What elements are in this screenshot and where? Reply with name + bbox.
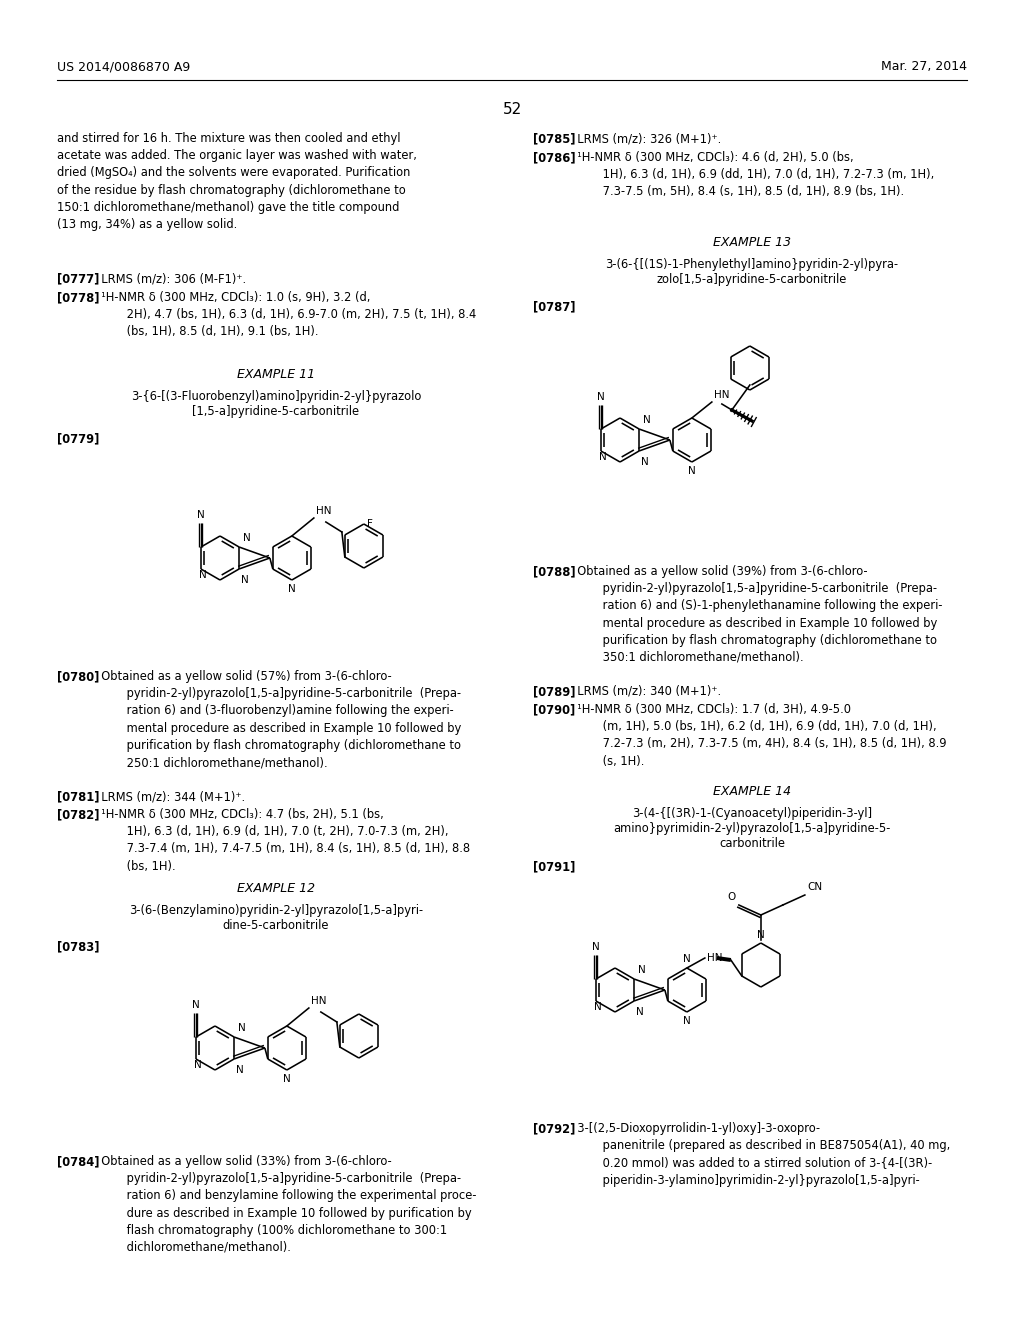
- Text: N: N: [641, 457, 649, 467]
- Text: N: N: [243, 533, 251, 543]
- Text: O: O: [728, 892, 736, 902]
- Text: [0790]: [0790]: [534, 704, 575, 715]
- Text: N: N: [594, 1002, 601, 1011]
- Text: ¹H-NMR δ (300 MHz, CDCl₃): 4.6 (d, 2H), 5.0 (bs,
         1H), 6.3 (d, 1H), 6.9 : ¹H-NMR δ (300 MHz, CDCl₃): 4.6 (d, 2H), …: [569, 150, 934, 198]
- Text: ¹H-NMR δ (300 MHz, CDCl₃): 1.7 (d, 3H), 4.9-5.0
         (m, 1H), 5.0 (bs, 1H), : ¹H-NMR δ (300 MHz, CDCl₃): 1.7 (d, 3H), …: [569, 704, 946, 768]
- Text: US 2014/0086870 A9: US 2014/0086870 A9: [57, 59, 190, 73]
- Text: HN: HN: [714, 389, 729, 400]
- Text: 3-(6-(Benzylamino)pyridin-2-yl]pyrazolo[1,5-a]pyri-
dine-5-carbonitrile: 3-(6-(Benzylamino)pyridin-2-yl]pyrazolo[…: [129, 904, 423, 932]
- Text: N: N: [283, 1074, 291, 1084]
- Text: LRMS (m/z): 340 (M+1)⁺.: LRMS (m/z): 340 (M+1)⁺.: [569, 685, 721, 698]
- Text: [0788]: [0788]: [534, 565, 575, 578]
- Text: N: N: [197, 510, 205, 520]
- Text: HN: HN: [315, 506, 332, 516]
- Text: ¹H-NMR δ (300 MHz, CDCl₃): 4.7 (bs, 2H), 5.1 (bs,
         1H), 6.3 (d, 1H), 6.9: ¹H-NMR δ (300 MHz, CDCl₃): 4.7 (bs, 2H),…: [93, 808, 470, 873]
- Text: 3-[(2,5-Dioxopyrrolidin-1-yl)oxy]-3-oxopro-
         panenitrile (prepared as de: 3-[(2,5-Dioxopyrrolidin-1-yl)oxy]-3-oxop…: [569, 1122, 950, 1187]
- Text: LRMS (m/z): 306 (M-F1)⁺.: LRMS (m/z): 306 (M-F1)⁺.: [93, 272, 246, 285]
- Text: HN: HN: [311, 997, 327, 1006]
- Text: N: N: [237, 1065, 244, 1074]
- Text: N: N: [194, 1060, 202, 1069]
- Text: EXAMPLE 13: EXAMPLE 13: [713, 236, 792, 249]
- Text: [0789]: [0789]: [534, 685, 575, 698]
- Text: [0778]: [0778]: [57, 290, 99, 304]
- Text: N: N: [597, 392, 605, 401]
- Text: 3-(4-{[(3R)-1-(Cyanoacetyl)piperidin-3-yl]
amino}pyrimidin-2-yl)pyrazolo[1,5-a]p: 3-(4-{[(3R)-1-(Cyanoacetyl)piperidin-3-y…: [613, 807, 891, 850]
- Text: N: N: [757, 931, 765, 940]
- Text: Obtained as a yellow solid (33%) from 3-(6-chloro-
         pyridin-2-yl)pyrazol: Obtained as a yellow solid (33%) from 3-…: [93, 1155, 476, 1254]
- Text: N: N: [199, 569, 207, 579]
- Text: F: F: [367, 519, 373, 529]
- Text: N: N: [688, 466, 695, 477]
- Text: [0792]: [0792]: [534, 1122, 575, 1135]
- Text: HN: HN: [707, 953, 722, 964]
- Text: [0782]: [0782]: [57, 808, 99, 821]
- Text: EXAMPLE 11: EXAMPLE 11: [237, 368, 315, 381]
- Text: N: N: [638, 965, 646, 975]
- Text: Obtained as a yellow solid (39%) from 3-(6-chloro-
         pyridin-2-yl)pyrazol: Obtained as a yellow solid (39%) from 3-…: [569, 565, 942, 664]
- Text: 3-{6-[(3-Fluorobenzyl)amino]pyridin-2-yl}pyrazolo
[1,5-a]pyridine-5-carbonitrile: 3-{6-[(3-Fluorobenzyl)amino]pyridin-2-yl…: [131, 389, 421, 418]
- Text: EXAMPLE 12: EXAMPLE 12: [237, 882, 315, 895]
- Text: Mar. 27, 2014: Mar. 27, 2014: [881, 59, 967, 73]
- Text: N: N: [643, 414, 651, 425]
- Text: [0785]: [0785]: [534, 132, 575, 145]
- Text: LRMS (m/z): 326 (M+1)⁺.: LRMS (m/z): 326 (M+1)⁺.: [569, 132, 721, 145]
- Text: 3-(6-{[(1S)-1-Phenylethyl]amino}pyridin-2-yl)pyra-
zolo[1,5-a]pyridine-5-carboni: 3-(6-{[(1S)-1-Phenylethyl]amino}pyridin-…: [605, 257, 899, 286]
- Text: ¹H-NMR δ (300 MHz, CDCl₃): 1.0 (s, 9H), 3.2 (d,
         2H), 4.7 (bs, 1H), 6.3 : ¹H-NMR δ (300 MHz, CDCl₃): 1.0 (s, 9H), …: [93, 290, 476, 338]
- Text: N: N: [193, 999, 200, 1010]
- Text: [0783]: [0783]: [57, 940, 99, 953]
- Text: [0781]: [0781]: [57, 789, 99, 803]
- Text: [0787]: [0787]: [534, 300, 575, 313]
- Text: N: N: [238, 1023, 246, 1034]
- Text: CN: CN: [808, 882, 823, 892]
- Text: N: N: [683, 1016, 691, 1026]
- Text: N: N: [241, 576, 249, 585]
- Text: and stirred for 16 h. The mixture was then cooled and ethyl
acetate was added. T: and stirred for 16 h. The mixture was th…: [57, 132, 417, 231]
- Text: [0777]: [0777]: [57, 272, 99, 285]
- Text: EXAMPLE 14: EXAMPLE 14: [713, 785, 792, 799]
- Text: [0784]: [0784]: [57, 1155, 99, 1168]
- Text: Obtained as a yellow solid (57%) from 3-(6-chloro-
         pyridin-2-yl)pyrazol: Obtained as a yellow solid (57%) from 3-…: [93, 671, 461, 770]
- Text: 52: 52: [503, 102, 521, 117]
- Text: [0780]: [0780]: [57, 671, 99, 682]
- Text: N: N: [683, 954, 691, 964]
- Text: [0791]: [0791]: [534, 861, 575, 873]
- Text: N: N: [599, 451, 606, 462]
- Text: N: N: [636, 1007, 644, 1016]
- Text: LRMS (m/z): 344 (M+1)⁺.: LRMS (m/z): 344 (M+1)⁺.: [93, 789, 245, 803]
- Text: N: N: [288, 583, 296, 594]
- Text: [0779]: [0779]: [57, 432, 99, 445]
- Text: N: N: [592, 941, 600, 952]
- Text: [0786]: [0786]: [534, 150, 575, 164]
